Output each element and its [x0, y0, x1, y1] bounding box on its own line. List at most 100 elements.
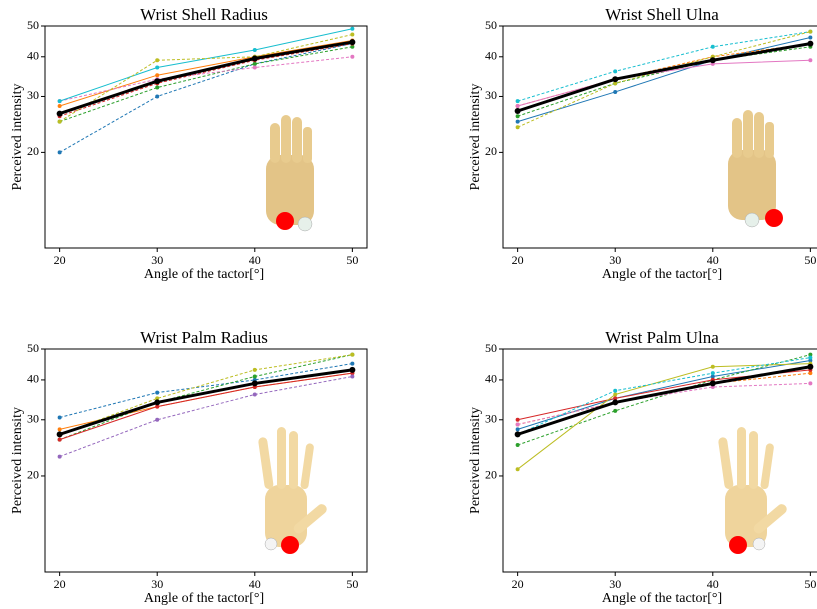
- x-tick-label: 20: [512, 253, 524, 267]
- x-tick-label: 50: [804, 253, 816, 267]
- data-point: [613, 90, 617, 94]
- x-tick-label: 30: [609, 577, 621, 591]
- y-axis-label: Perceived intensity: [468, 407, 483, 514]
- participant-line: [60, 364, 353, 418]
- participant-line: [60, 47, 353, 122]
- data-point: [613, 393, 617, 397]
- data-point: [253, 62, 257, 66]
- x-axis-label: Angle of the tactor[°]: [602, 267, 722, 282]
- y-tick-label: 20: [485, 144, 497, 158]
- y-tick-label: 40: [27, 49, 39, 63]
- mean-line: [518, 367, 811, 435]
- y-axis-label: Perceived intensity: [10, 84, 25, 191]
- data-point: [515, 431, 521, 437]
- data-point: [612, 399, 618, 405]
- data-point: [155, 73, 159, 77]
- participant-line: [518, 32, 811, 102]
- y-tick-label: 20: [27, 468, 39, 482]
- y-tick-label: 50: [485, 341, 497, 355]
- participant-line: [518, 60, 811, 106]
- data-point: [807, 364, 813, 370]
- data-point: [58, 120, 62, 124]
- data-point: [710, 380, 716, 386]
- data-point: [808, 30, 812, 34]
- x-tick-label: 30: [609, 253, 621, 267]
- data-point: [58, 455, 62, 459]
- data-point: [58, 427, 62, 431]
- data-point: [808, 36, 812, 40]
- y-tick-label: 30: [485, 88, 497, 102]
- data-point: [516, 427, 520, 431]
- x-tick-label: 50: [804, 577, 816, 591]
- data-point: [350, 362, 354, 366]
- data-point: [350, 27, 354, 31]
- data-point: [155, 418, 159, 422]
- x-tick-label: 20: [54, 253, 66, 267]
- data-point: [516, 418, 520, 422]
- data-point: [516, 99, 520, 103]
- data-point: [155, 86, 159, 90]
- x-tick-label: 50: [346, 577, 358, 591]
- chart-title: Wrist Shell Radius: [140, 5, 268, 24]
- y-tick-label: 30: [485, 412, 497, 426]
- data-point: [155, 94, 159, 98]
- data-point: [252, 56, 258, 62]
- data-point: [516, 114, 520, 118]
- data-point: [350, 55, 354, 59]
- data-point: [253, 393, 257, 397]
- data-point: [350, 353, 354, 357]
- data-point: [253, 368, 257, 372]
- data-point: [154, 399, 160, 405]
- data-point: [350, 374, 354, 378]
- y-axis-label: Perceived intensity: [468, 84, 483, 191]
- data-point: [613, 389, 617, 393]
- data-point: [516, 120, 520, 124]
- chart-title: Wrist Palm Ulna: [605, 328, 719, 347]
- x-tick-label: 50: [346, 253, 358, 267]
- plot-frame: [45, 26, 367, 248]
- data-point: [253, 66, 257, 70]
- y-axis-label: Perceived intensity: [10, 407, 25, 514]
- data-point: [57, 111, 63, 117]
- data-point: [515, 108, 521, 114]
- x-tick-label: 20: [54, 577, 66, 591]
- data-point: [711, 45, 715, 49]
- data-point: [155, 58, 159, 62]
- data-point: [58, 99, 62, 103]
- x-tick-label: 40: [249, 253, 261, 267]
- x-tick-label: 30: [151, 253, 163, 267]
- data-point: [808, 381, 812, 385]
- data-point: [808, 58, 812, 62]
- x-tick-label: 40: [707, 253, 719, 267]
- data-point: [710, 57, 716, 63]
- x-tick-label: 20: [512, 577, 524, 591]
- chart-panel: Wrist Shell Ulna 20 30 40 50 20 30 40 50 Angle of…: [468, 5, 817, 282]
- data-point: [154, 78, 160, 84]
- data-point: [58, 438, 62, 442]
- data-point: [516, 467, 520, 471]
- x-axis-label: Angle of the tactor[°]: [144, 267, 264, 282]
- data-point: [253, 48, 257, 52]
- data-point: [58, 415, 62, 419]
- y-tick-label: 50: [485, 18, 497, 32]
- data-point: [808, 356, 812, 360]
- data-point: [516, 125, 520, 129]
- participant-line: [60, 29, 353, 101]
- data-point: [516, 422, 520, 426]
- data-point: [807, 41, 813, 47]
- chart-title: Wrist Shell Ulna: [605, 5, 719, 24]
- data-point: [58, 150, 62, 154]
- participant-line: [60, 44, 353, 117]
- y-tick-label: 40: [27, 372, 39, 386]
- data-point: [613, 409, 617, 413]
- data-point: [516, 104, 520, 108]
- data-point: [711, 371, 715, 375]
- data-point: [57, 431, 63, 437]
- data-point: [350, 33, 354, 37]
- y-tick-label: 50: [27, 341, 39, 355]
- participant-line: [518, 370, 811, 420]
- y-tick-label: 40: [485, 49, 497, 63]
- x-axis-label: Angle of the tactor[°]: [602, 591, 722, 606]
- data-point: [155, 391, 159, 395]
